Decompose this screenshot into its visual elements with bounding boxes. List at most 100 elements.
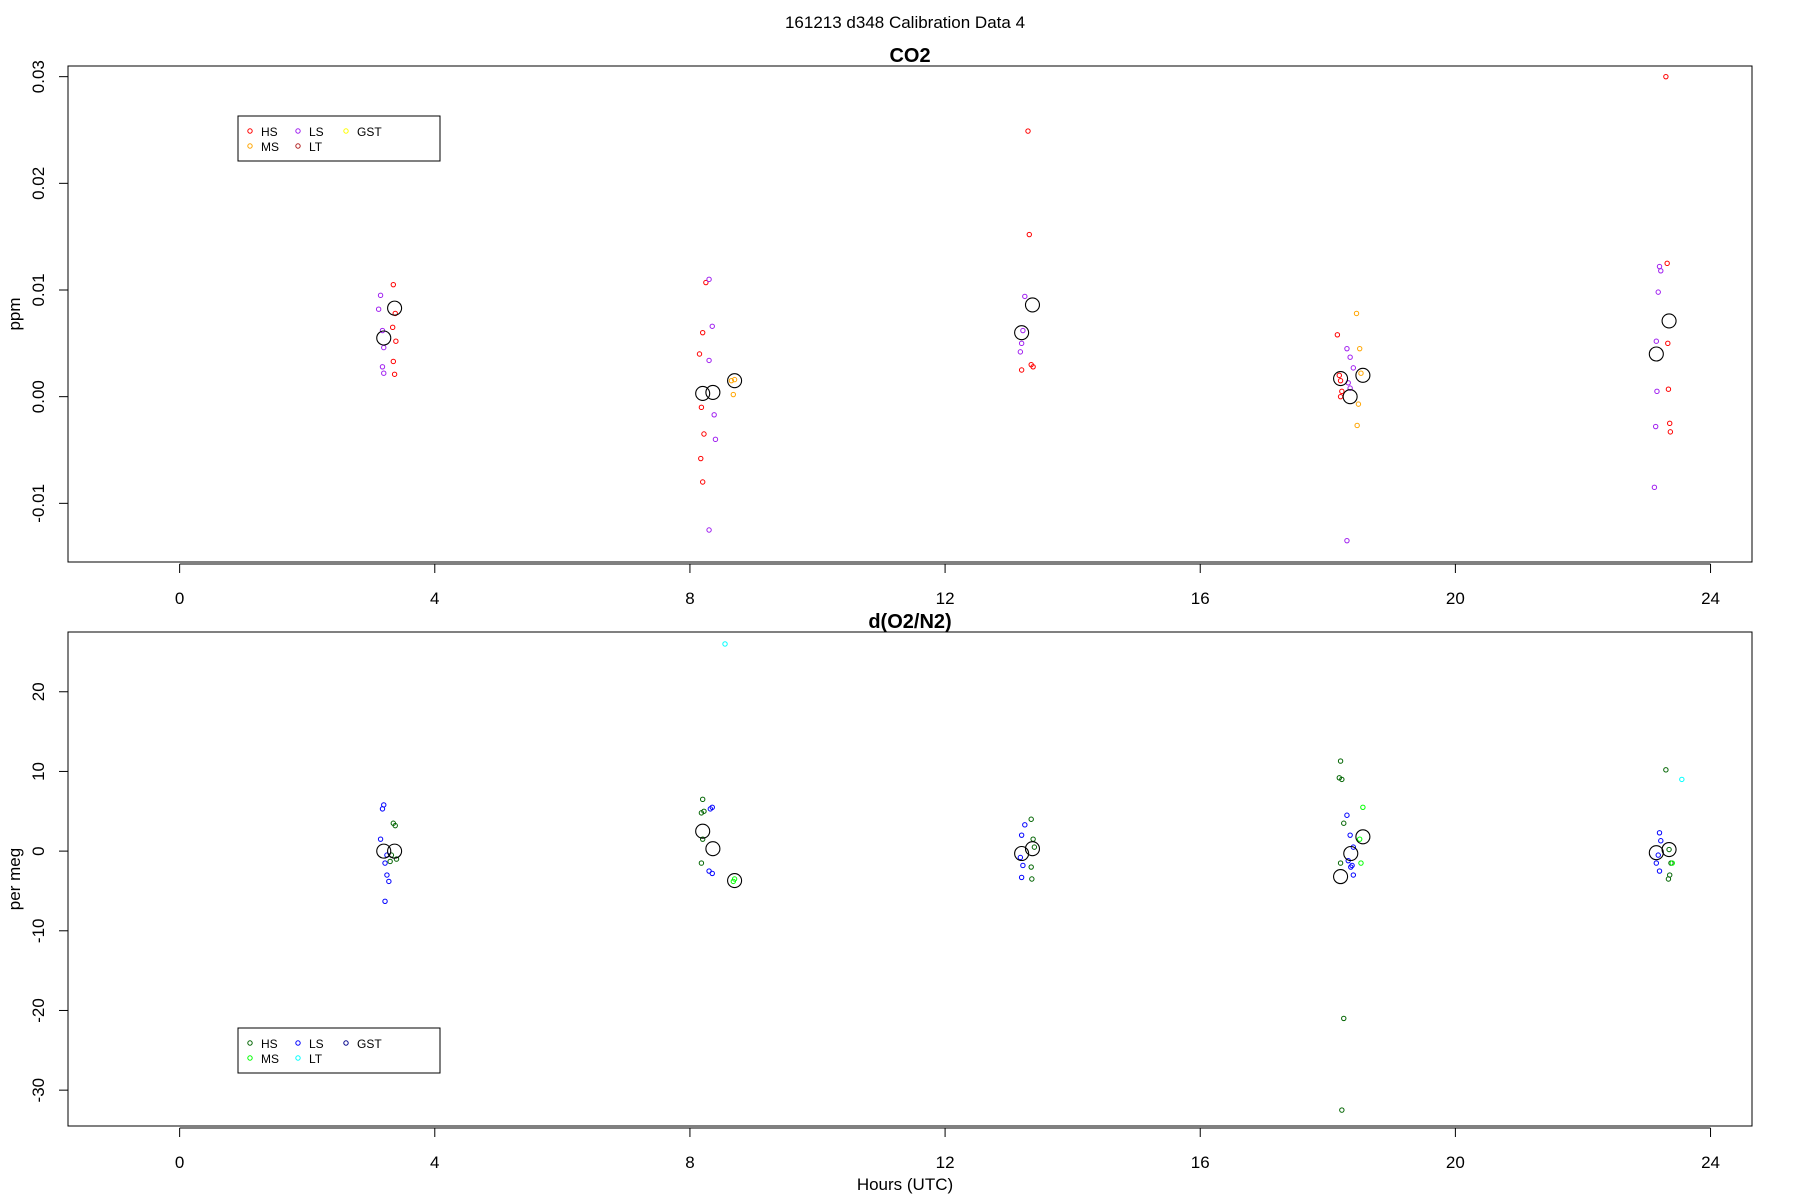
o2n2-point-ls [1017, 854, 1024, 861]
o2n2-panel: d(O2/N2) per meg 0 4 8 12 16 20 24 -30 -20 -10 0 10 20… [5, 611, 1753, 1172]
co2-point-ls [1347, 354, 1353, 360]
o2n2-title: d(O2/N2) [868, 611, 951, 633]
co2-point-hs [392, 310, 398, 317]
co2-point-mean [1355, 367, 1371, 383]
co2-point-ls [1656, 263, 1663, 270]
o2n2-point-hs [699, 836, 706, 842]
o2n2-point-ls [1350, 844, 1357, 850]
co2-point-mean [1024, 297, 1041, 313]
co2-x-tick-label: 24 [1701, 589, 1720, 608]
co2-point-ls [381, 344, 387, 351]
o2n2-y-tick-label: -30 [29, 1078, 48, 1103]
co2-y-axis-label: ppm [5, 297, 24, 330]
o2n2-point-mean [1661, 841, 1677, 858]
co2-point-ms [1357, 345, 1363, 352]
co2-point-ls [377, 292, 384, 299]
co2-x-tick-label: 0 [175, 589, 184, 608]
co2-point-hs [699, 329, 706, 336]
co2-point-ls [1350, 365, 1357, 371]
figure-x-axis-label: Hours (UTC) [857, 1175, 953, 1194]
co2-point-hs [703, 279, 709, 286]
o2n2-y-tick-label: 20 [29, 682, 48, 701]
o2n2-point-hs [1663, 767, 1669, 773]
co2-point-ls [1654, 388, 1660, 395]
co2-point-mean [1661, 313, 1677, 329]
o2n2-point-ls [382, 898, 388, 905]
co2-y-tick-label: 0.03 [29, 60, 48, 93]
co2-point-hs [698, 404, 705, 411]
co2-point-ms [730, 391, 737, 398]
co2-point-ms [731, 376, 738, 383]
co2-point-mean [1342, 389, 1358, 405]
o2n2-point-ls [1348, 864, 1354, 870]
co2-point-ls [1344, 537, 1350, 544]
o2n2-point-ls [1347, 832, 1353, 838]
o2n2-x-tick-label: 8 [685, 1153, 694, 1172]
co2-point-ls [712, 436, 719, 443]
co2-point-ms [1353, 310, 1360, 317]
co2-point-hs [1667, 429, 1674, 435]
co2-legend-marker [295, 128, 301, 134]
o2n2-legend-box [237, 1027, 441, 1074]
co2-point-hs [1336, 372, 1342, 379]
o2n2-point-ls [1018, 832, 1025, 838]
o2n2-point-hs [1031, 844, 1038, 850]
o2n2-point-lt [1679, 776, 1685, 783]
co2-point-mean [1648, 346, 1664, 362]
co2-point-ls [375, 306, 382, 312]
co2-x-tick-label: 20 [1446, 589, 1465, 608]
o2n2-point-ls [1653, 860, 1660, 866]
co2-point-ls [706, 527, 712, 533]
o2n2-point-ms [730, 878, 737, 885]
o2n2-legend-label: MS [261, 1052, 279, 1066]
o2n2-legend-label: GST [357, 1037, 382, 1051]
o2n2-point-hs [1028, 816, 1034, 822]
co2-point-ls [706, 357, 712, 364]
co2-point-hs [1664, 260, 1670, 267]
o2n2-legend-label: HS [261, 1037, 278, 1051]
o2n2-point-hs [1337, 758, 1344, 764]
co2-legend-marker [343, 128, 349, 134]
o2n2-x-tick-label: 24 [1701, 1153, 1720, 1172]
o2n2-point-mean [1343, 845, 1359, 862]
co2-point-ls [1658, 268, 1664, 274]
co2-panel: CO2 ppm 0 4 8 12 16 20 24 -0.01 0.00 0.01 0.02 0.03 HS… [5, 45, 1753, 608]
o2n2-legend-label: LT [309, 1052, 323, 1066]
co2-point-ls [1653, 338, 1660, 344]
co2-x-tick-label: 12 [936, 589, 955, 608]
co2-point-hs [1030, 364, 1036, 370]
o2n2-point-ls [1656, 830, 1663, 836]
o2n2-point-lt [722, 641, 728, 647]
o2n2-point-ls [1655, 852, 1661, 858]
co2-legend-marker [247, 143, 253, 149]
co2-point-hs [1334, 332, 1341, 338]
co2-point-mean [727, 373, 743, 389]
o2n2-point-mean [705, 841, 721, 857]
co2-point-ms [1355, 401, 1362, 407]
o2n2-point-hs [387, 858, 393, 865]
o2n2-point-ls [1020, 862, 1026, 869]
co2-point-hs [1339, 388, 1345, 395]
o2n2-x-tick-label: 4 [430, 1153, 439, 1172]
co2-legend-label: LT [309, 140, 323, 154]
co2-point-hs [1018, 367, 1025, 373]
co2-point-ls [1655, 289, 1661, 295]
o2n2-point-ls [377, 836, 384, 842]
o2n2-point-ls [1344, 812, 1350, 818]
o2n2-y-tick-label: 0 [29, 846, 48, 855]
o2n2-point-ls [382, 860, 388, 866]
co2-y-tick-label: 0.02 [29, 167, 48, 200]
co2-point-ls [1020, 327, 1026, 334]
co2-title: CO2 [889, 45, 930, 67]
co2-point-hs [1337, 393, 1344, 400]
co2-point-hs [1026, 231, 1032, 238]
co2-y-tick-label: -0.01 [29, 484, 48, 523]
co2-point-hs [1667, 420, 1673, 427]
co2-x-tick-label: 4 [430, 589, 439, 608]
o2n2-x-tick-label: 20 [1446, 1153, 1465, 1172]
o2n2-point-mean [1648, 845, 1664, 861]
o2n2-point-mean [1333, 869, 1349, 885]
co2-point-ms [1358, 370, 1364, 376]
